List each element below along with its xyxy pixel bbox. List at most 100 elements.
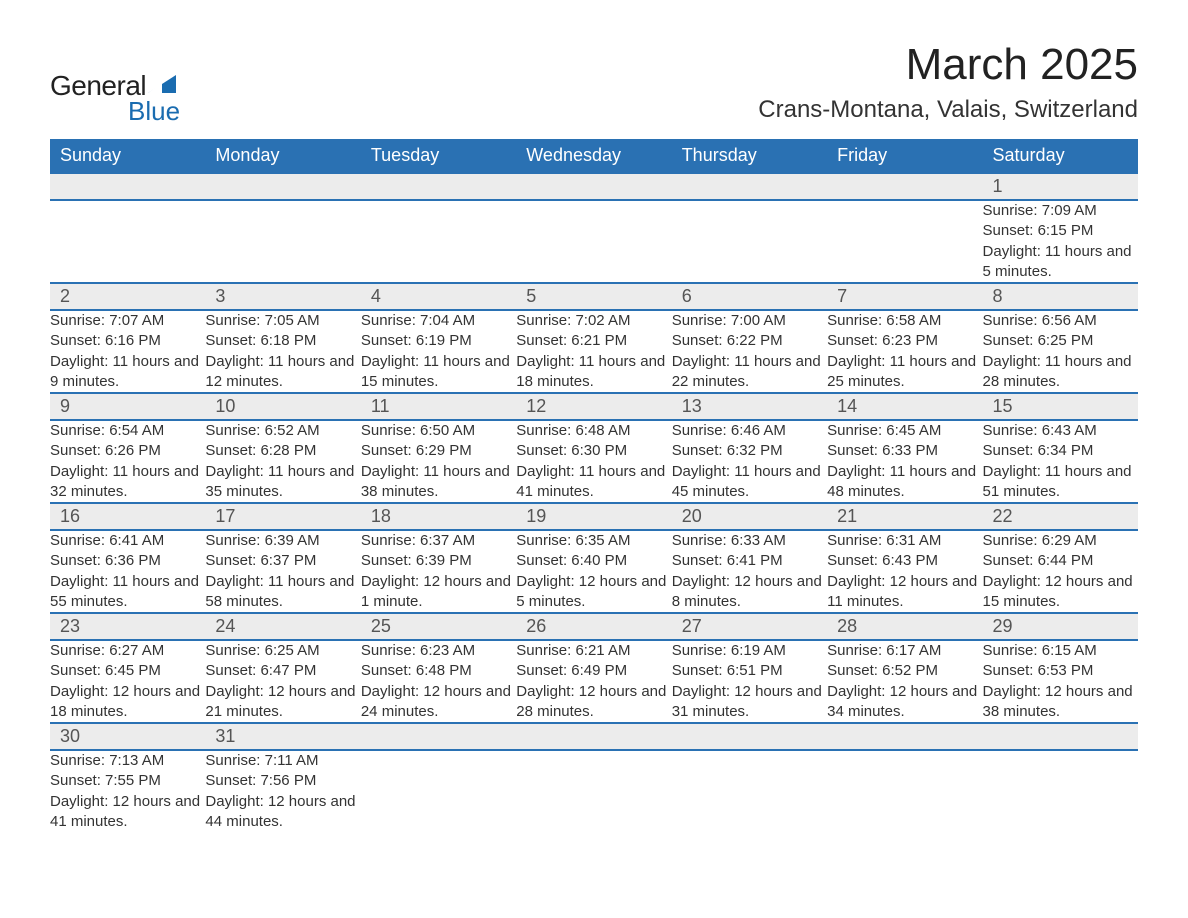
day-number-cell: 31 — [205, 723, 360, 750]
sunset-line: Sunset: 6:23 PM — [827, 331, 982, 351]
day-number: 26 — [516, 614, 671, 639]
day-number: 1 — [983, 174, 1138, 199]
day-number: 2 — [50, 284, 205, 309]
weekday-header: Sunday — [50, 139, 205, 173]
sunrise-line: Sunrise: 7:11 AM — [205, 751, 360, 771]
day-detail-cell: Sunrise: 6:19 AMSunset: 6:51 PMDaylight:… — [672, 640, 827, 723]
day-number-cell: 27 — [672, 613, 827, 640]
daylight-line: Daylight: 12 hours and 18 minutes. — [50, 682, 205, 723]
day-number: 18 — [361, 504, 516, 529]
sunrise-line: Sunrise: 6:21 AM — [516, 641, 671, 661]
day-number-cell: 30 — [50, 723, 205, 750]
day-number-cell: 18 — [361, 503, 516, 530]
sunset-line: Sunset: 6:53 PM — [983, 661, 1138, 681]
day-detail-cell: Sunrise: 6:23 AMSunset: 6:48 PMDaylight:… — [361, 640, 516, 723]
day-number-cell — [516, 723, 671, 750]
day-detail-cell — [983, 750, 1138, 832]
sunrise-line: Sunrise: 6:41 AM — [50, 531, 205, 551]
day-detail-cell: Sunrise: 6:25 AMSunset: 6:47 PMDaylight:… — [205, 640, 360, 723]
header: General Blue March 2025 Crans-Montana, V… — [50, 40, 1138, 127]
sunset-line: Sunset: 6:52 PM — [827, 661, 982, 681]
sunset-line: Sunset: 6:21 PM — [516, 331, 671, 351]
day-detail-cell: Sunrise: 6:31 AMSunset: 6:43 PMDaylight:… — [827, 530, 982, 613]
day-detail-cell: Sunrise: 6:52 AMSunset: 6:28 PMDaylight:… — [205, 420, 360, 503]
day-detail-cell — [50, 200, 205, 283]
sunset-line: Sunset: 6:51 PM — [672, 661, 827, 681]
sunset-line: Sunset: 6:26 PM — [50, 441, 205, 461]
day-number-cell: 29 — [983, 613, 1138, 640]
day-number: 6 — [672, 284, 827, 309]
day-detail-cell — [672, 200, 827, 283]
sunrise-line: Sunrise: 6:50 AM — [361, 421, 516, 441]
daylight-line: Daylight: 12 hours and 28 minutes. — [516, 682, 671, 723]
day-number-cell — [672, 723, 827, 750]
day-number-row: 3031 — [50, 723, 1138, 750]
day-detail-row: Sunrise: 7:07 AMSunset: 6:16 PMDaylight:… — [50, 310, 1138, 393]
day-number-cell — [361, 173, 516, 200]
day-detail-cell: Sunrise: 7:04 AMSunset: 6:19 PMDaylight:… — [361, 310, 516, 393]
day-detail-cell: Sunrise: 7:09 AMSunset: 6:15 PMDaylight:… — [983, 200, 1138, 283]
day-number-cell: 5 — [516, 283, 671, 310]
day-detail-row: Sunrise: 7:09 AMSunset: 6:15 PMDaylight:… — [50, 200, 1138, 283]
page-title: March 2025 — [758, 40, 1138, 90]
daylight-line: Daylight: 12 hours and 21 minutes. — [205, 682, 360, 723]
day-number-cell: 3 — [205, 283, 360, 310]
day-detail-cell: Sunrise: 6:21 AMSunset: 6:49 PMDaylight:… — [516, 640, 671, 723]
sunrise-line: Sunrise: 6:33 AM — [672, 531, 827, 551]
daylight-line: Daylight: 11 hours and 28 minutes. — [983, 352, 1138, 393]
day-number: 10 — [205, 394, 360, 419]
daylight-line: Daylight: 11 hours and 51 minutes. — [983, 462, 1138, 503]
sunrise-line: Sunrise: 6:52 AM — [205, 421, 360, 441]
day-detail-cell: Sunrise: 6:56 AMSunset: 6:25 PMDaylight:… — [983, 310, 1138, 393]
sunset-line: Sunset: 6:16 PM — [50, 331, 205, 351]
sunrise-line: Sunrise: 7:09 AM — [983, 201, 1138, 221]
daylight-line: Daylight: 11 hours and 5 minutes. — [983, 242, 1138, 283]
sunset-line: Sunset: 6:33 PM — [827, 441, 982, 461]
sunrise-line: Sunrise: 6:15 AM — [983, 641, 1138, 661]
sunset-line: Sunset: 6:39 PM — [361, 551, 516, 571]
day-number-cell: 24 — [205, 613, 360, 640]
day-number-cell: 28 — [827, 613, 982, 640]
weekday-header: Wednesday — [516, 139, 671, 173]
daylight-line: Daylight: 12 hours and 38 minutes. — [983, 682, 1138, 723]
day-detail-cell: Sunrise: 6:29 AMSunset: 6:44 PMDaylight:… — [983, 530, 1138, 613]
weekday-header: Thursday — [672, 139, 827, 173]
sunset-line: Sunset: 6:28 PM — [205, 441, 360, 461]
day-number-cell: 25 — [361, 613, 516, 640]
day-number: 30 — [50, 724, 205, 749]
day-number-cell: 15 — [983, 393, 1138, 420]
day-number: 20 — [672, 504, 827, 529]
sunset-line: Sunset: 6:48 PM — [361, 661, 516, 681]
daylight-line: Daylight: 12 hours and 1 minute. — [361, 572, 516, 613]
calendar-table: Sunday Monday Tuesday Wednesday Thursday… — [50, 139, 1138, 832]
day-number-cell — [50, 173, 205, 200]
daylight-line: Daylight: 12 hours and 5 minutes. — [516, 572, 671, 613]
sunset-line: Sunset: 6:34 PM — [983, 441, 1138, 461]
daylight-line: Daylight: 11 hours and 35 minutes. — [205, 462, 360, 503]
weekday-header: Monday — [205, 139, 360, 173]
daylight-line: Daylight: 11 hours and 22 minutes. — [672, 352, 827, 393]
day-number: 4 — [361, 284, 516, 309]
sunset-line: Sunset: 6:41 PM — [672, 551, 827, 571]
daylight-line: Daylight: 12 hours and 11 minutes. — [827, 572, 982, 613]
day-number: 13 — [672, 394, 827, 419]
day-detail-cell: Sunrise: 6:48 AMSunset: 6:30 PMDaylight:… — [516, 420, 671, 503]
sunset-line: Sunset: 6:44 PM — [983, 551, 1138, 571]
day-detail-cell — [827, 750, 982, 832]
day-detail-row: Sunrise: 6:27 AMSunset: 6:45 PMDaylight:… — [50, 640, 1138, 723]
day-number: 14 — [827, 394, 982, 419]
daylight-line: Daylight: 11 hours and 48 minutes. — [827, 462, 982, 503]
daylight-line: Daylight: 11 hours and 55 minutes. — [50, 572, 205, 613]
day-number-cell: 10 — [205, 393, 360, 420]
daylight-line: Daylight: 11 hours and 9 minutes. — [50, 352, 205, 393]
day-number: 31 — [205, 724, 360, 749]
day-detail-cell — [361, 200, 516, 283]
day-detail-cell: Sunrise: 6:27 AMSunset: 6:45 PMDaylight:… — [50, 640, 205, 723]
sunset-line: Sunset: 6:43 PM — [827, 551, 982, 571]
day-number-cell: 13 — [672, 393, 827, 420]
sunrise-line: Sunrise: 6:23 AM — [361, 641, 516, 661]
day-detail-cell: Sunrise: 6:50 AMSunset: 6:29 PMDaylight:… — [361, 420, 516, 503]
sunset-line: Sunset: 6:19 PM — [361, 331, 516, 351]
day-number-cell: 16 — [50, 503, 205, 530]
sunset-line: Sunset: 6:25 PM — [983, 331, 1138, 351]
